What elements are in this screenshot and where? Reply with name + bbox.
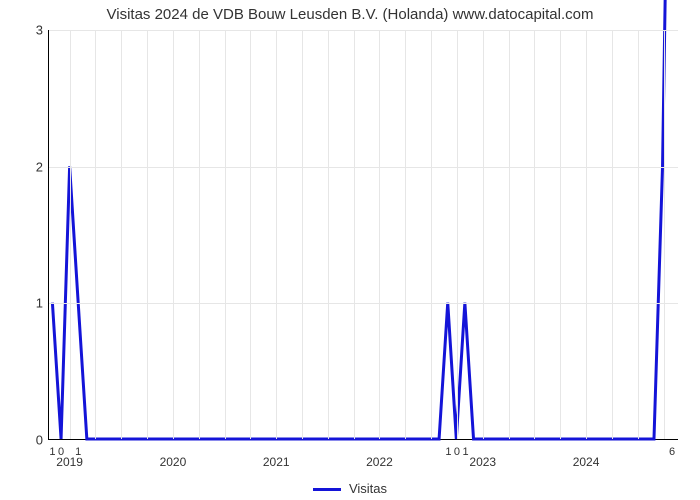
gridline-v [199,30,200,439]
gridline-v [250,30,251,439]
x-tick-label: 2021 [263,455,290,469]
gridline-v [638,30,639,439]
gridline-v [483,30,484,439]
gridline-v [612,30,613,439]
gridline-v [405,30,406,439]
point-label: 0 [453,446,461,458]
y-tick-label: 0 [36,433,43,448]
gridline-v [354,30,355,439]
gridline-v [431,30,432,439]
point-label: 0 [57,446,65,458]
y-tick-label: 2 [36,159,43,174]
plot-area: 01232019202020212022202320241011016 [48,30,678,440]
legend: Visitas [0,481,700,496]
gridline-v [509,30,510,439]
point-label: 1 [461,446,469,458]
x-tick-label: 2023 [469,455,496,469]
gridline-v [276,30,277,439]
legend-label: Visitas [349,481,387,496]
point-label: 1 [74,446,82,458]
point-label: 1 [444,446,452,458]
y-tick-label: 1 [36,296,43,311]
gridline-v [328,30,329,439]
line-series [49,30,678,439]
y-tick-label: 3 [36,23,43,38]
gridline-v [457,30,458,439]
x-tick-label: 2024 [573,455,600,469]
gridline-v [379,30,380,439]
gridline-h [49,30,678,31]
gridline-h [49,167,678,168]
legend-swatch [313,488,341,491]
series-polyline [52,0,671,439]
point-label: 1 [48,446,56,458]
gridline-v [147,30,148,439]
gridline-v [225,30,226,439]
gridline-v [121,30,122,439]
gridline-v [586,30,587,439]
chart-title: Visitas 2024 de VDB Bouw Leusden B.V. (H… [0,6,700,23]
gridline-v [95,30,96,439]
gridline-v [173,30,174,439]
point-label: 6 [668,446,676,458]
gridline-v [664,30,665,439]
x-tick-label: 2022 [366,455,393,469]
line-chart: Visitas 2024 de VDB Bouw Leusden B.V. (H… [0,0,700,500]
gridline-v [560,30,561,439]
gridline-v [534,30,535,439]
gridline-v [302,30,303,439]
gridline-v [70,30,71,439]
x-tick-label: 2020 [160,455,187,469]
gridline-h [49,303,678,304]
